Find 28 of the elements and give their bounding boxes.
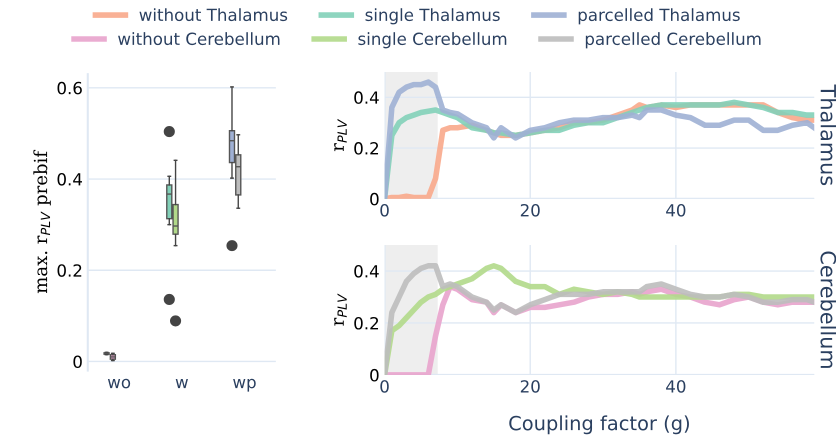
legend-label: without Thalamus [139, 8, 288, 22]
x-tick-label: 20 [520, 204, 540, 217]
y-tick-label: 0 [73, 355, 82, 368]
y-axis-title: r$_{PLV}$ [334, 118, 347, 152]
y-tick-label: 0.4 [354, 264, 379, 278]
x-tick-label: wp [233, 378, 256, 392]
x-tick-label: 0 [380, 204, 389, 217]
y-axis-title: max. r$_{PLV}$ prebif [33, 150, 51, 294]
x-tick-label: 40 [666, 380, 686, 393]
x-tick-label: 40 [666, 204, 686, 217]
y-tick-label: 0.4 [58, 172, 82, 186]
y-tick-label: 0.6 [58, 82, 82, 94]
x-axis-title: Coupling factor (g) [509, 415, 689, 434]
x-tick-label: wo [108, 378, 130, 388]
legend-label: without Cerebellum [118, 32, 280, 46]
y-tick-label: 0 [370, 192, 379, 206]
x-tick-label: 0 [380, 380, 389, 393]
y-tick-label: 0.2 [58, 264, 82, 277]
legend-label: single Cerebellum [358, 32, 506, 48]
legend-label: single Thalamus [366, 8, 500, 24]
x-tick-label: 20 [520, 380, 540, 393]
y-tick-label: 0.4 [354, 91, 379, 104]
legend-label: parcelled Thalamus [578, 8, 740, 24]
y-tick-label: 0.2 [354, 142, 378, 155]
y-tick-label: 0.2 [354, 316, 378, 330]
legend-label: parcelled Cerebellum [586, 32, 761, 48]
x-tick-label: w [176, 379, 188, 388]
y-axis-title: r$_{PLV}$ [334, 293, 347, 326]
